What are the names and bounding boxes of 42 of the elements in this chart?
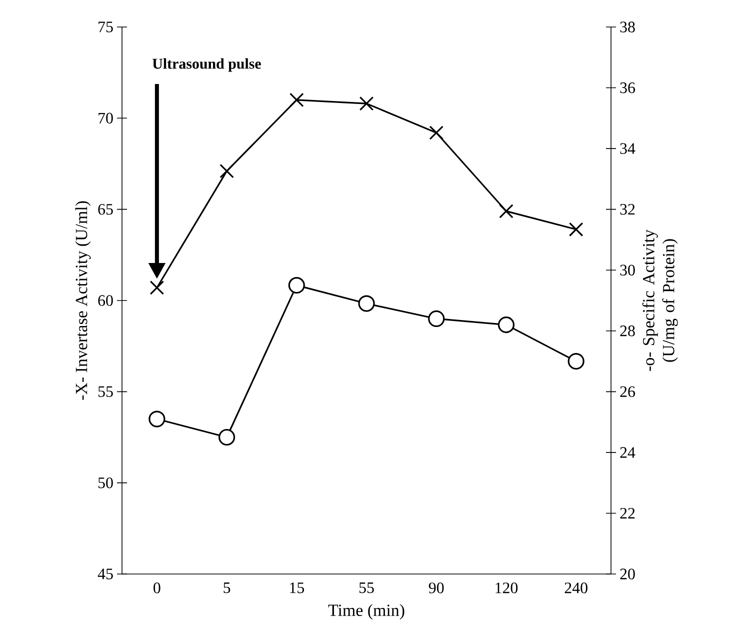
x-tick-label: 0	[154, 582, 160, 594]
point	[568, 222, 584, 237]
y2-tick-label: 32	[620, 204, 635, 215]
point	[428, 310, 445, 328]
y2-tick-label: 38	[620, 22, 635, 32]
y-tick-label: 55	[98, 386, 113, 397]
y2-tick-label: 22	[620, 508, 635, 518]
y-tick-label: 60	[98, 295, 113, 306]
y-axis-title: -X- Invertase Activity (U/ml)	[75, 201, 91, 400]
y2-tick-label: 36	[620, 82, 635, 94]
point	[150, 280, 164, 295]
y-tick-label: 75	[98, 22, 113, 32]
x-tick-label: 15	[290, 582, 304, 594]
y-tick-label: 70	[98, 112, 113, 124]
point	[289, 92, 304, 108]
point	[148, 410, 166, 428]
point	[498, 316, 515, 334]
x-tick-label: 120	[496, 582, 518, 594]
point	[568, 352, 584, 370]
point	[358, 295, 375, 312]
x-axis-title: Time (min)	[328, 604, 404, 620]
y2-tick-label: 20	[620, 568, 635, 580]
point	[220, 164, 234, 178]
y2-axis-title: -o- Specific Activity (U/mg of Protein)	[642, 230, 678, 371]
y2-tick-label: 24	[620, 447, 636, 458]
y2-tick-label: 28	[620, 326, 635, 336]
y2-tick-label: 30	[620, 264, 635, 276]
annotation: Ultrasound pulse	[152, 58, 261, 72]
x-tick-label: 90	[428, 582, 444, 594]
point	[288, 277, 305, 294]
y2-tick-label: 26	[620, 386, 635, 398]
y-tick-label: 45	[98, 568, 113, 580]
point	[218, 428, 236, 446]
y2-tick-label: 34	[620, 143, 636, 154]
point	[359, 96, 374, 111]
point	[499, 204, 514, 218]
x-tick-label: 240	[564, 582, 588, 594]
x-tick-label: 55	[359, 582, 374, 594]
y-tick-label: 65	[98, 204, 113, 215]
point	[429, 126, 444, 140]
x-tick-label: 5	[224, 582, 230, 594]
y-tick-label: 50	[98, 477, 113, 488]
